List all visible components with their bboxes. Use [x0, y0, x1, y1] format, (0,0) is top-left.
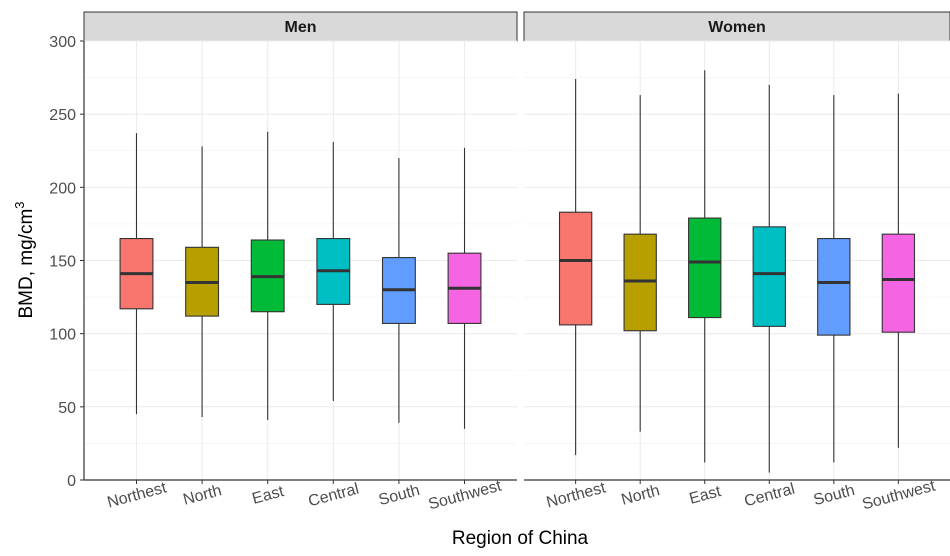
x-tick-label: East — [250, 483, 286, 508]
box-southwest: Southwest — [427, 147, 504, 513]
y-tick-label: 100 — [49, 327, 76, 344]
box-north: North — [181, 146, 224, 509]
box-east: East — [687, 70, 723, 508]
panel-strip — [83, 11, 518, 42]
y-tick-label: 300 — [49, 34, 76, 51]
x-tick-label: Central — [743, 481, 797, 511]
y-tick-label: 50 — [58, 400, 76, 417]
x-tick-label: East — [687, 483, 723, 508]
box-body — [688, 217, 722, 319]
panel-strip-label: Men — [285, 19, 317, 36]
x-tick-label: Southwest — [860, 477, 937, 513]
panel-men: Men Northest North East Central South Southwes… — [83, 11, 518, 513]
y-axis-title-superscript: 3 — [12, 201, 27, 208]
box-central: Central — [743, 84, 797, 511]
x-tick-label: Central — [307, 481, 361, 511]
panel-women: Women Northest North East Central South Southw… — [523, 11, 950, 513]
y-axis-title-base: BMD, mg/cm — [16, 209, 37, 319]
x-tick-label: South — [377, 482, 422, 509]
y-tick-label: 250 — [49, 107, 76, 124]
y-axis: 0 50 100 150 200 250 300 — [49, 34, 84, 490]
y-tick-label: 200 — [49, 180, 76, 197]
x-tick-label: North — [181, 482, 223, 509]
panel-strip-label: Women — [708, 19, 765, 36]
box-body — [558, 211, 593, 326]
box-body — [881, 233, 916, 333]
y-tick-label: 150 — [49, 254, 76, 271]
x-tick-label: South — [812, 482, 857, 509]
x-tick-label: Southwest — [427, 477, 504, 513]
y-tick-label: 0 — [67, 473, 76, 490]
box-body — [817, 238, 851, 336]
panel-strip — [523, 11, 950, 42]
y-axis-title: BMD, mg/cm3 — [12, 201, 37, 318]
x-tick-label: North — [619, 482, 661, 509]
x-axis-title: Region of China — [452, 528, 589, 549]
x-tick-label: Northest — [545, 479, 608, 511]
x-tick-label: Northest — [105, 479, 168, 511]
box-body — [752, 226, 786, 327]
